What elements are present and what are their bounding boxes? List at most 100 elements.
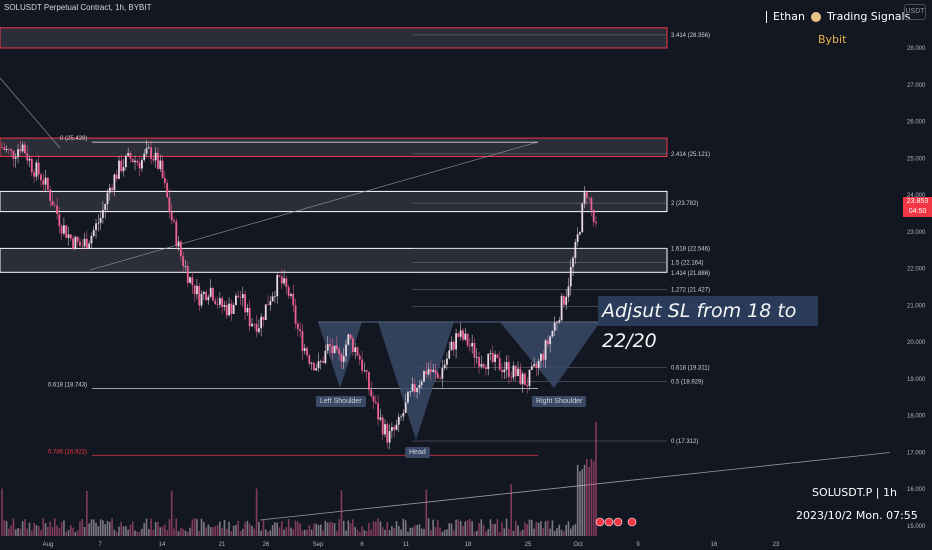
candle-body	[322, 361, 324, 363]
candle-body	[450, 341, 453, 351]
volume-bar	[99, 519, 102, 536]
volume-bar	[365, 531, 368, 536]
candle-body	[269, 301, 272, 306]
candle-body	[409, 391, 412, 393]
volume-bar	[423, 529, 425, 536]
volume-bar	[65, 531, 68, 536]
candle-body	[480, 364, 483, 367]
candle-body	[207, 296, 210, 301]
volume-bar	[400, 529, 402, 536]
volume-bar	[219, 521, 221, 536]
volume-bar	[33, 522, 35, 536]
volume-bar	[134, 530, 136, 536]
volume-bar	[129, 524, 132, 536]
candle-body	[196, 285, 198, 295]
candle-body	[221, 298, 224, 307]
volume-bar	[592, 461, 595, 536]
volume-bar	[397, 526, 400, 536]
volume-bar	[212, 527, 214, 536]
volume-bar	[450, 523, 453, 536]
volume-bar	[588, 466, 590, 536]
y-tick-label-8: 20.000	[907, 340, 926, 346]
candle-body	[251, 323, 253, 327]
candle-body	[140, 159, 143, 169]
candle-body	[370, 389, 373, 397]
candle-body	[88, 243, 91, 249]
x-tick-label-3: 21	[219, 542, 226, 548]
volume-bar	[457, 519, 460, 536]
candle-body	[347, 334, 350, 345]
candle-body	[53, 205, 56, 207]
candle-body	[395, 424, 398, 430]
volume-bar	[384, 529, 386, 536]
volume-bar	[47, 526, 49, 536]
candle-body	[90, 235, 93, 244]
volume-bar	[409, 527, 412, 536]
volume-bar	[1, 488, 3, 536]
volume-bar	[154, 522, 157, 536]
volume-bar	[420, 528, 423, 536]
volume-bar	[462, 526, 464, 536]
candle-body	[58, 213, 61, 227]
y-tick-label-5: 23.000	[907, 230, 926, 236]
candle-body	[134, 160, 136, 163]
candle-body	[33, 172, 36, 177]
volume-bar	[402, 518, 405, 536]
volume-bar	[586, 458, 588, 536]
candle-body	[574, 242, 577, 258]
candle-body	[452, 341, 455, 350]
y-tick-label-13: 15.000	[907, 524, 926, 530]
currency-button[interactable]: USDT	[904, 4, 926, 20]
volume-bar	[342, 520, 345, 536]
candle-body	[3, 147, 6, 151]
left-shoulder-label: Left Shoulder	[316, 396, 366, 407]
candle-body	[368, 372, 370, 390]
volume-bar	[196, 519, 198, 536]
x-tick-label-6: 6	[360, 542, 364, 548]
volume-bar	[453, 530, 455, 536]
volume-bar	[508, 528, 510, 536]
candle-body	[237, 295, 240, 298]
candle-body	[494, 354, 496, 362]
volume-bar	[221, 528, 223, 536]
candle-body	[521, 373, 524, 385]
candle-body	[159, 160, 162, 169]
candle-body	[512, 365, 515, 378]
x-tick-label-1: 7	[98, 542, 102, 548]
volume-bar	[512, 530, 515, 536]
volume-bar	[581, 469, 584, 536]
volume-bar	[414, 525, 416, 536]
candle-body	[595, 221, 597, 224]
candle-body	[496, 354, 499, 358]
volume-bar	[104, 524, 107, 536]
y-tick-label-12: 16.000	[907, 487, 926, 493]
volume-bar	[535, 522, 538, 536]
candle-body	[186, 266, 189, 283]
volume-bar	[138, 531, 141, 536]
y-tick-label-6: 22.000	[907, 267, 926, 273]
volume-bar	[480, 519, 483, 536]
volume-bar	[232, 525, 235, 536]
volume-bar	[315, 523, 318, 536]
volume-bar	[79, 521, 81, 536]
volume-bar	[395, 521, 398, 536]
candle-body	[485, 367, 487, 370]
candle-body	[127, 152, 130, 156]
volume-bar	[269, 530, 272, 536]
x-tick-label-8: 18	[465, 542, 472, 548]
candle-body	[590, 198, 593, 210]
volume-bar	[475, 530, 478, 536]
volume-bar	[501, 522, 503, 536]
volume-bar	[86, 491, 88, 536]
candle-body	[372, 396, 375, 402]
current-price-value: 23.853	[906, 198, 929, 205]
volume-bar	[81, 518, 84, 536]
volume-bar	[141, 528, 143, 536]
volume-bar	[478, 523, 480, 536]
candle-body	[74, 236, 77, 249]
candle-body	[507, 362, 510, 377]
volume-bar	[26, 528, 29, 536]
volume-bar	[375, 521, 377, 536]
candle-body	[407, 392, 409, 403]
